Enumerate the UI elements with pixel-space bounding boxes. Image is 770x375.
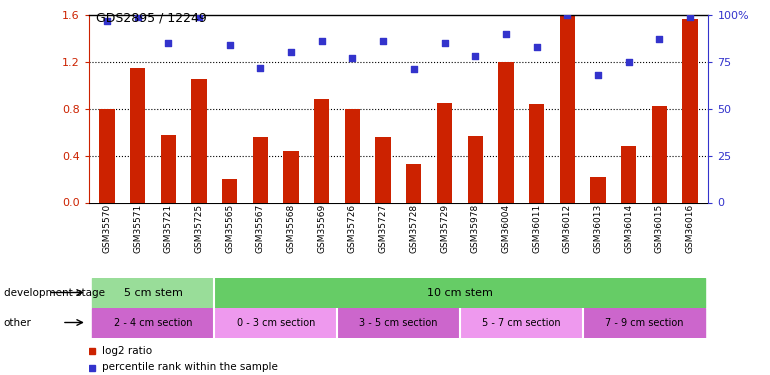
Point	[254, 64, 266, 70]
Point	[192, 14, 205, 20]
Text: 2 - 4 cm section: 2 - 4 cm section	[114, 318, 192, 327]
Text: GSM35571: GSM35571	[133, 204, 142, 253]
Point	[101, 18, 113, 24]
Bar	[529, 104, 544, 202]
Text: 5 - 7 cm section: 5 - 7 cm section	[482, 318, 561, 327]
Point	[407, 66, 420, 72]
Bar	[337, 308, 460, 338]
Bar	[406, 164, 421, 202]
Text: other: other	[4, 318, 32, 327]
Point	[438, 40, 450, 46]
Bar	[498, 62, 514, 202]
Text: 5 cm stem: 5 cm stem	[123, 288, 182, 297]
Point	[500, 31, 512, 37]
Bar	[99, 109, 115, 202]
Bar	[437, 103, 452, 202]
Text: GSM35569: GSM35569	[317, 204, 326, 253]
Text: GSM36013: GSM36013	[594, 204, 602, 253]
Bar	[92, 308, 214, 338]
Bar	[192, 80, 206, 203]
Point	[285, 50, 297, 55]
Bar	[460, 308, 583, 338]
Point	[622, 59, 634, 65]
Bar	[467, 136, 483, 202]
Text: GSM35570: GSM35570	[102, 204, 112, 253]
Bar	[253, 137, 268, 202]
Text: log2 ratio: log2 ratio	[102, 346, 152, 355]
Text: GSM36015: GSM36015	[654, 204, 664, 253]
Bar	[214, 308, 337, 338]
Point	[684, 14, 696, 20]
Text: GSM35567: GSM35567	[256, 204, 265, 253]
Bar	[314, 99, 330, 202]
Text: GSM35565: GSM35565	[225, 204, 234, 253]
Bar	[283, 151, 299, 202]
Point	[469, 53, 481, 59]
Text: GSM35728: GSM35728	[410, 204, 418, 253]
Point	[162, 40, 175, 46]
Point	[346, 55, 359, 61]
Bar	[591, 177, 605, 203]
Text: GSM35725: GSM35725	[195, 204, 203, 253]
Text: GSM35726: GSM35726	[348, 204, 357, 253]
Point	[561, 12, 574, 18]
Bar	[560, 15, 575, 202]
Bar	[92, 278, 214, 308]
Text: 10 cm stem: 10 cm stem	[427, 288, 493, 297]
Bar	[161, 135, 176, 202]
Point	[377, 38, 390, 44]
Point	[653, 36, 665, 42]
Text: development stage: development stage	[4, 288, 105, 297]
Text: GSM35721: GSM35721	[164, 204, 172, 253]
Text: 3 - 5 cm section: 3 - 5 cm section	[360, 318, 437, 327]
Text: 0 - 3 cm section: 0 - 3 cm section	[236, 318, 315, 327]
Bar	[214, 278, 705, 308]
Point	[316, 38, 328, 44]
Bar	[376, 137, 391, 202]
Point	[223, 42, 236, 48]
Bar	[651, 106, 667, 202]
Text: GSM35978: GSM35978	[470, 204, 480, 253]
Point	[132, 14, 144, 20]
Point	[592, 72, 604, 78]
Point	[531, 44, 543, 50]
Text: GSM36004: GSM36004	[501, 204, 511, 253]
Text: GSM36016: GSM36016	[685, 204, 695, 253]
Bar	[621, 146, 636, 202]
Text: GSM35568: GSM35568	[286, 204, 296, 253]
Text: GSM36011: GSM36011	[532, 204, 541, 253]
Text: 7 - 9 cm section: 7 - 9 cm section	[604, 318, 683, 327]
Text: GSM35727: GSM35727	[379, 204, 387, 253]
Bar	[345, 109, 360, 202]
Bar	[130, 68, 146, 203]
Bar	[583, 308, 705, 338]
Text: GSM36014: GSM36014	[624, 204, 633, 253]
Text: GSM36012: GSM36012	[563, 204, 572, 253]
Text: percentile rank within the sample: percentile rank within the sample	[102, 363, 278, 372]
Text: GSM35729: GSM35729	[440, 204, 449, 253]
Bar	[682, 18, 698, 203]
Bar	[222, 179, 237, 203]
Text: GDS2895 / 12249: GDS2895 / 12249	[96, 11, 207, 24]
